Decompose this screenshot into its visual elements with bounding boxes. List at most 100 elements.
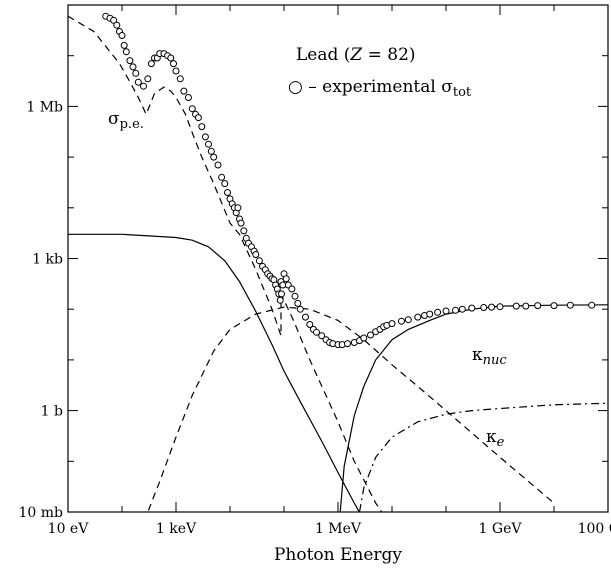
- curve-pe: [68, 15, 383, 512]
- sigma-tot-point: [120, 41, 128, 49]
- sigma-pe-subscript: p.e.: [120, 117, 144, 132]
- sigma-tot-point: [367, 331, 374, 339]
- sigma-tot-point: [214, 161, 222, 169]
- kappa-nuc-symbol: κ: [472, 345, 483, 365]
- sigma-tot-point: [184, 94, 192, 101]
- sigma-tot-point: [452, 306, 459, 314]
- sigma-tot-point: [278, 290, 285, 298]
- sigma-tot-point: [306, 321, 314, 328]
- y-tick-label: 1 kb: [32, 252, 63, 268]
- legend-marker: ○: [288, 77, 303, 97]
- sigma-tot-point: [118, 32, 126, 39]
- sigma-tot-point: [194, 114, 202, 122]
- sigma-tot-point: [313, 328, 320, 336]
- sigma-tot-point: [458, 305, 466, 313]
- sigma-tot-point: [140, 82, 147, 90]
- x-tick-label: 1 MeV: [315, 521, 362, 537]
- x-tick-label: 10 eV: [48, 521, 90, 537]
- sigma-tot-point: [282, 275, 290, 283]
- sigma-tot-point: [129, 63, 137, 71]
- sigma-tot-point: [426, 310, 434, 318]
- kappa-e-label: κe: [486, 427, 505, 450]
- legend-text: – experimental σ: [303, 77, 453, 97]
- curve-rayleigh: [68, 233, 360, 512]
- sigma-tot-point: [404, 316, 412, 324]
- x-tick-labels: 10 eV 1 keV 1 MeV 1 GeV 100 GeV: [48, 521, 611, 537]
- curve-kappa_e: [358, 402, 608, 512]
- x-axis-title: Photon Energy: [274, 545, 402, 565]
- sigma-tot-point: [566, 301, 574, 309]
- sigma-tot-point: [172, 67, 180, 75]
- plot-frame: [67, 4, 609, 513]
- data-points-layer: [102, 12, 596, 349]
- sigma-tot-point: [237, 219, 245, 227]
- sigma-tot-point: [488, 303, 496, 311]
- sigma-tot-point: [132, 69, 140, 77]
- sigma-tot-point: [110, 16, 118, 24]
- sigma-tot-point: [480, 304, 488, 311]
- sigma-tot-point: [296, 305, 304, 313]
- sigma-tot-point: [144, 75, 152, 83]
- sigma-tot-point: [442, 307, 450, 315]
- sigma-tot-point: [201, 133, 209, 141]
- sigma-tot-point: [240, 227, 248, 235]
- sigma-tot-point: [344, 340, 351, 348]
- curve-kappa_nuc: [339, 304, 608, 512]
- sigma-tot-point: [522, 302, 530, 310]
- sigma-tot-point: [294, 299, 302, 307]
- curve-compton: [147, 306, 555, 512]
- material-suffix: = 82): [362, 45, 415, 65]
- x-tick-label: 1 GeV: [479, 521, 523, 537]
- sigma-tot-point: [207, 147, 215, 155]
- sigma-tot-point: [170, 60, 177, 68]
- sigma-tot-point: [180, 87, 188, 95]
- sigma-tot-point: [550, 302, 558, 310]
- sigma-tot-point: [302, 313, 309, 321]
- x-tick-label: 1 keV: [156, 521, 197, 537]
- kappa-nuc-subscript: nuc: [483, 353, 508, 368]
- sigma-tot-point: [398, 317, 405, 325]
- sigma-tot-point: [388, 320, 396, 328]
- sigma-tot-point: [434, 308, 442, 316]
- sigma-tot-point: [234, 204, 242, 212]
- sigma-tot-point: [512, 302, 520, 310]
- sigma-tot-point: [188, 105, 196, 113]
- sigma-pe-label: σp.e.: [108, 109, 144, 132]
- sigma-tot-point: [198, 123, 206, 131]
- material-prefix: Lead (: [296, 45, 350, 65]
- y-tick-label: 10 mb: [18, 505, 63, 521]
- sigma-tot-point: [126, 57, 134, 65]
- y-tick-label: 1 Mb: [26, 99, 63, 115]
- sigma-tot-point: [252, 251, 260, 258]
- sigma-tot-point: [288, 285, 296, 293]
- sigma-tot-point: [291, 292, 299, 300]
- sigma-tot-point: [221, 180, 229, 188]
- sigma-tot-point: [276, 296, 284, 304]
- sigma-tot-point: [205, 140, 212, 148]
- sigma-pe-symbol: σ: [108, 109, 120, 129]
- kappa-e-subscript: e: [497, 435, 505, 450]
- sigma-tot-point: [360, 334, 368, 342]
- material-annotation: Lead (Z = 82): [296, 45, 416, 65]
- sigma-tot-point: [414, 313, 422, 321]
- y-tick-label: 1 b: [41, 404, 63, 420]
- x-tick-label: 100 GeV: [578, 521, 611, 537]
- sigma-tot-point: [468, 304, 476, 312]
- sigma-tot-point: [176, 75, 184, 83]
- sigma-tot-point: [210, 153, 218, 161]
- sigma-tot-point: [318, 332, 326, 340]
- sigma-tot-point: [113, 21, 121, 29]
- sigma-tot-point: [255, 257, 263, 265]
- sigma-tot-point: [496, 303, 504, 311]
- sigma-tot-point: [218, 173, 226, 181]
- y-tick-labels: 10 mb 1 b 1 kb 1 Mb: [18, 99, 63, 521]
- material-variable: Z: [349, 45, 363, 65]
- kappa-nuc-label: κnuc: [472, 345, 507, 368]
- curves-layer: [68, 15, 608, 512]
- sigma-tot-point: [134, 78, 142, 86]
- sigma-tot-point: [122, 48, 130, 56]
- legend-experimental: ○ – experimental σtot: [288, 77, 472, 100]
- sigma-tot-point: [147, 60, 155, 68]
- sigma-tot-point: [224, 189, 231, 196]
